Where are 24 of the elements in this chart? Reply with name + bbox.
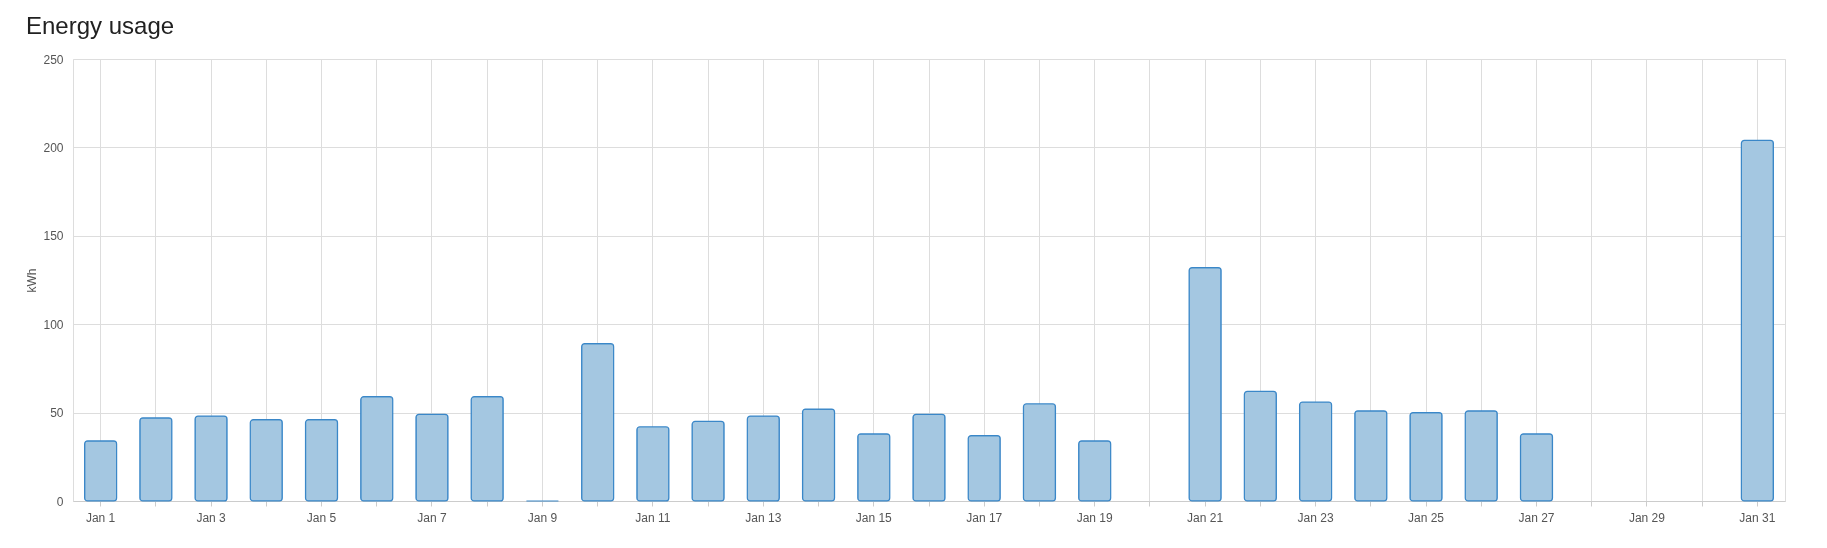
x-tick-label: Jan 27 [1518, 510, 1555, 525]
x-tick-label: Jan 15 [855, 510, 893, 525]
y-tick-label: 250 [43, 52, 64, 67]
x-tick-label: Jan 25 [1408, 510, 1445, 525]
x-tick-label: Jan 1 [85, 510, 116, 525]
x-tick-label: Jan 23 [1297, 510, 1334, 525]
x-tick-label: Jan 21 [1187, 510, 1224, 525]
y-tick-label: 0 [56, 494, 64, 509]
x-tick-label: Jan 29 [1628, 510, 1666, 525]
y-tick-label: 200 [43, 140, 64, 155]
y-axis-title: kWh [25, 268, 40, 293]
x-tick-label: Jan 31 [1739, 510, 1776, 525]
chart-title: Energy usage [25, 12, 175, 39]
x-tick-label: Jan 9 [527, 510, 558, 525]
x-tick-label: Jan 13 [745, 510, 782, 525]
x-tick-label: Jan 19 [1076, 510, 1114, 525]
x-tick-label: Jan 11 [635, 510, 671, 525]
x-tick-label: Jan 7 [417, 510, 447, 525]
x-tick-label: Jan 3 [196, 510, 227, 525]
x-tick-label: Jan 5 [306, 510, 337, 525]
x-tick-label: Jan 17 [966, 510, 1003, 525]
y-tick-label: 100 [43, 317, 64, 332]
y-tick-label: 150 [43, 229, 64, 244]
y-tick-label: 50 [50, 406, 64, 421]
